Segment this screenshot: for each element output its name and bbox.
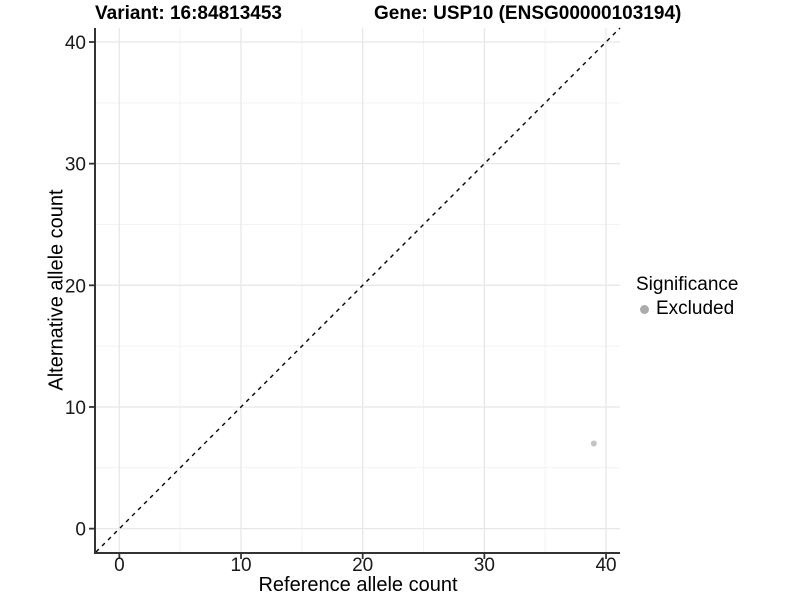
- y-tick-label: 10: [65, 398, 86, 419]
- x-axis-title: Reference allele count: [258, 574, 458, 596]
- y-axis-title: Alternative allele count: [45, 189, 68, 391]
- y-tick-label: 30: [65, 155, 86, 176]
- legend: Significance Excluded: [636, 274, 738, 320]
- x-tick-label: 10: [230, 555, 251, 576]
- legend-entry-label: Excluded: [656, 298, 735, 319]
- x-tick-label: 20: [352, 555, 373, 576]
- y-tick-label: 0: [75, 520, 86, 541]
- plot-title-variant: Variant: 16:84813453: [95, 3, 282, 24]
- y-tick-label: 40: [65, 33, 86, 54]
- x-tick-label: 0: [114, 555, 125, 576]
- legend-entry-excluded: Excluded: [636, 298, 738, 320]
- plot-title-gene: Gene: USP10 (ENSG00000103194): [374, 3, 682, 24]
- data-point: [590, 440, 597, 447]
- x-tick-label: 30: [474, 555, 495, 576]
- identity-dashed-line: [95, 27, 621, 553]
- legend-title: Significance: [636, 274, 739, 295]
- x-tick-label: 40: [595, 555, 616, 576]
- legend-point-icon: [640, 304, 649, 314]
- y-tick-label: 20: [65, 276, 86, 297]
